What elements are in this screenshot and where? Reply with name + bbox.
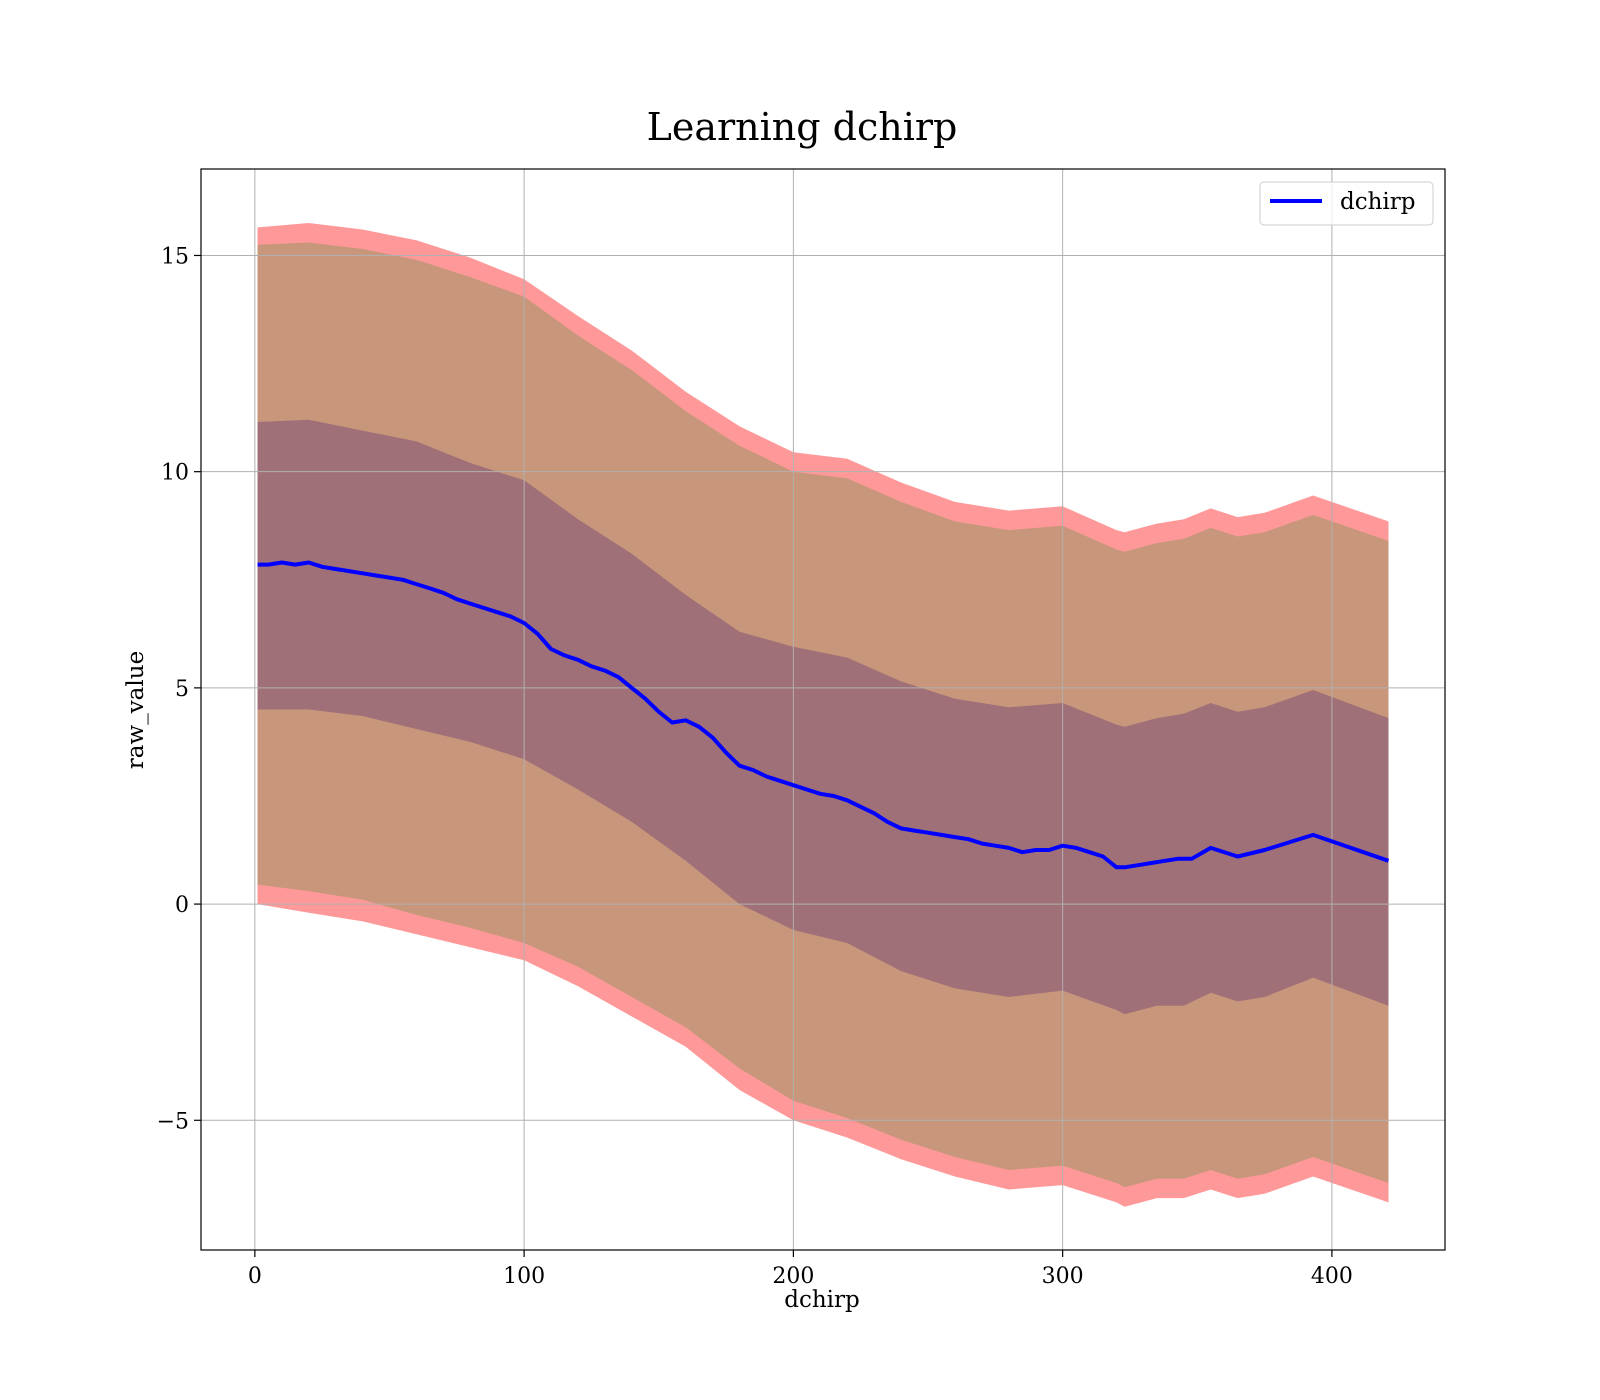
plot-frame bbox=[200, 168, 1446, 1251]
x-axis-ticks: 0 100 200 300 400 bbox=[248, 1250, 1353, 1289]
y-tick-label: 5 bbox=[175, 677, 189, 702]
grid-lines bbox=[201, 169, 1445, 1250]
y-tick-label: 0 bbox=[175, 893, 189, 918]
y-axis-ticks: −5 0 5 10 15 bbox=[157, 244, 201, 1134]
x-tick-label: 200 bbox=[772, 1264, 814, 1289]
x-tick-label: 300 bbox=[1042, 1264, 1084, 1289]
legend-label-dchirp: dchirp bbox=[1340, 189, 1416, 215]
x-tick-label: 100 bbox=[503, 1264, 545, 1289]
band-inner bbox=[257, 419, 1389, 1015]
y-tick-label: −5 bbox=[157, 1109, 189, 1134]
chart-title: Learning dchirp bbox=[647, 105, 958, 149]
y-tick-label: 10 bbox=[161, 461, 189, 486]
series-layer bbox=[257, 560, 1390, 870]
x-tick-label: 400 bbox=[1311, 1264, 1353, 1289]
y-tick-label: 15 bbox=[161, 244, 189, 269]
x-axis-label: dchirp bbox=[784, 1287, 860, 1313]
series-line-dchirp bbox=[257, 560, 1390, 870]
legend: dchirp bbox=[1259, 181, 1434, 226]
x-tick-label: 0 bbox=[248, 1264, 262, 1289]
y-axis-label: raw_value bbox=[123, 651, 149, 769]
legend-box bbox=[1259, 181, 1434, 226]
confidence-bands bbox=[257, 223, 1389, 1207]
